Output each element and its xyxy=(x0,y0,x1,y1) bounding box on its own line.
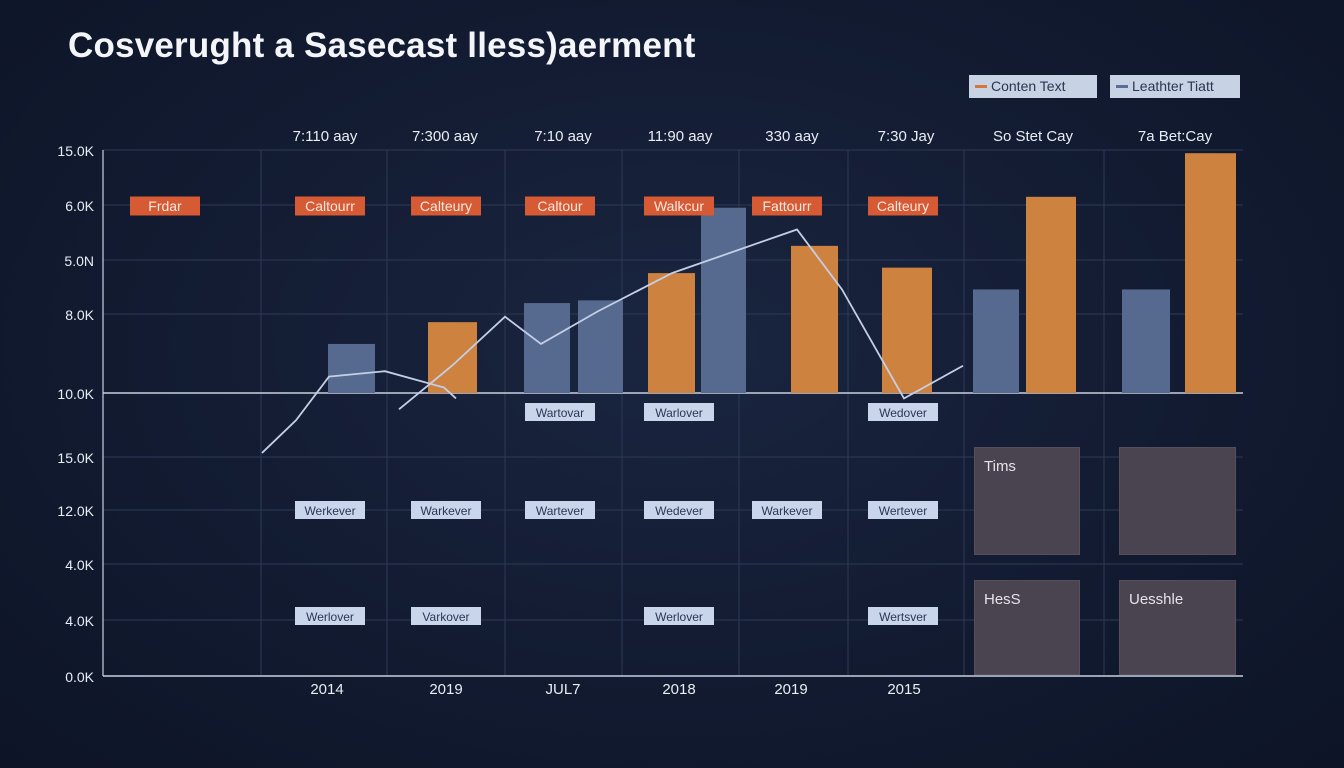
x-tick-label: 2014 xyxy=(310,681,343,698)
data-box: HesS xyxy=(974,580,1080,675)
column-header: So Stet Cay xyxy=(993,128,1074,145)
data-box: Tims xyxy=(974,447,1080,555)
line-series xyxy=(398,228,964,411)
legend-item-conten-text[interactable]: Conten Text xyxy=(969,75,1097,98)
tag-label: Werkever xyxy=(304,504,355,518)
red-tag xyxy=(868,196,938,216)
value-tag xyxy=(644,403,714,421)
y-tick-label: 15.0K xyxy=(57,143,94,159)
blue-bar xyxy=(524,303,570,393)
value-tag xyxy=(295,501,365,519)
y-tick-label: 12.0K xyxy=(57,503,94,519)
red-tag xyxy=(130,196,200,216)
box-label: Uesshle xyxy=(1129,591,1184,608)
red-tag xyxy=(525,196,595,216)
orange-bar xyxy=(1026,196,1076,393)
value-tag xyxy=(868,501,938,519)
value-tag xyxy=(525,501,595,519)
blue-bar xyxy=(578,300,623,393)
value-tag xyxy=(868,607,938,625)
tag-label: Caltourr xyxy=(305,198,355,214)
y-tick-label: 6.0K xyxy=(65,198,94,214)
line-series xyxy=(261,370,457,454)
tag-label: Frdar xyxy=(148,198,182,214)
data-box: Uesshle xyxy=(1119,580,1236,675)
orange-bar xyxy=(648,273,695,393)
tag-label: Calteury xyxy=(420,198,472,214)
tag-label: Walkcur xyxy=(654,198,704,214)
box-label: HesS xyxy=(984,591,1021,608)
tag-label: Varkover xyxy=(422,610,469,624)
blue-bar xyxy=(701,207,746,393)
red-tag xyxy=(644,196,714,216)
column-header: 330 aay xyxy=(765,128,819,145)
blue-bar xyxy=(1122,289,1170,393)
tag-label: Wedover xyxy=(879,406,927,420)
tag-label: Warkever xyxy=(762,504,813,518)
column-header: 7:10 aay xyxy=(534,128,592,145)
tag-label: Calteury xyxy=(877,198,929,214)
x-tick-label: JUL7 xyxy=(545,681,580,698)
chart-title: Cosverught a Sasecast lless)aerment xyxy=(68,26,696,65)
tag-label: Wedever xyxy=(655,504,703,518)
blue-bar xyxy=(973,289,1019,393)
column-header: 7:30 Jay xyxy=(878,128,935,145)
orange-bar xyxy=(1185,153,1236,393)
x-tick-label: 2019 xyxy=(429,681,462,698)
blue-line-icon xyxy=(1116,85,1128,88)
value-tag xyxy=(411,501,481,519)
red-tag xyxy=(752,196,822,216)
tag-label: Warlover xyxy=(655,406,703,420)
x-tick-label: 2015 xyxy=(887,681,920,698)
tag-label: Wartever xyxy=(536,504,584,518)
y-tick-label: 0.0K xyxy=(65,669,94,685)
column-header: 7:110 aay xyxy=(293,128,358,145)
x-tick-label: 2018 xyxy=(662,681,695,698)
y-tick-label: 8.0K xyxy=(65,307,94,323)
column-header: 7:300 aay xyxy=(412,128,478,145)
value-tag xyxy=(868,403,938,421)
data-box xyxy=(1119,447,1236,555)
blue-bar xyxy=(328,343,375,393)
y-tick-label: 5.0N xyxy=(64,253,94,269)
tag-label: Wertsver xyxy=(879,610,927,624)
tag-label: Werlover xyxy=(306,610,354,624)
box-label: Tims xyxy=(984,458,1016,475)
y-tick-label: 4.0K xyxy=(65,613,94,629)
orange-bar xyxy=(882,267,932,393)
column-header: 11:90 aay xyxy=(648,128,713,145)
tag-label: Werlover xyxy=(655,610,703,624)
value-tag xyxy=(295,607,365,625)
tag-label: Fattourr xyxy=(762,198,811,214)
tag-label: Wartovar xyxy=(536,406,584,420)
orange-bar xyxy=(428,322,477,393)
y-tick-label: 10.0K xyxy=(57,386,94,402)
y-tick-label: 15.0K xyxy=(57,450,94,466)
legend-item-leathter-tiatt[interactable]: Leathter Tiatt xyxy=(1110,75,1240,98)
column-header: 7a Bet:Cay xyxy=(1138,128,1213,145)
value-tag xyxy=(525,403,595,421)
value-tag xyxy=(411,607,481,625)
legend-label: Leathter Tiatt xyxy=(1132,78,1214,94)
legend-label: Conten Text xyxy=(991,78,1066,94)
orange-line-icon xyxy=(975,85,987,88)
value-tag xyxy=(644,501,714,519)
y-tick-label: 4.0K xyxy=(65,557,94,573)
x-tick-label: 2019 xyxy=(774,681,807,698)
tag-label: Warkever xyxy=(421,504,472,518)
red-tag xyxy=(295,196,365,216)
tag-label: Caltour xyxy=(537,198,582,214)
orange-bar xyxy=(791,245,838,393)
tag-label: Wertever xyxy=(879,504,927,518)
red-tag xyxy=(411,196,481,216)
value-tag xyxy=(644,607,714,625)
value-tag xyxy=(752,501,822,519)
